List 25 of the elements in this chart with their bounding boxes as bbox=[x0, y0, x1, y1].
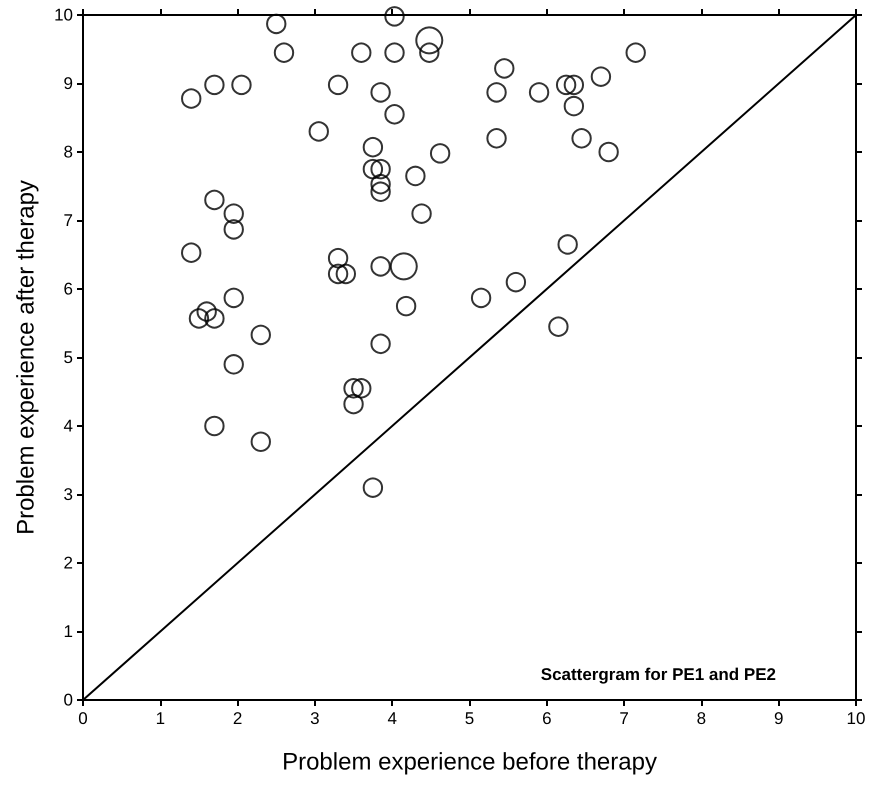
x-tick-label: 3 bbox=[310, 709, 320, 728]
y-tick-label: 3 bbox=[64, 485, 73, 504]
y-tick-label: 5 bbox=[64, 348, 73, 367]
y-tick-label: 9 bbox=[64, 74, 73, 93]
y-tick-label: 6 bbox=[64, 280, 73, 298]
annotation: Scattergram for PE1 and PE2 bbox=[540, 665, 776, 684]
x-tick-label: 8 bbox=[696, 709, 706, 728]
x-tick-label: 10 bbox=[846, 709, 866, 728]
y-tick-label: 4 bbox=[64, 416, 73, 436]
y-tick-label: 10 bbox=[54, 6, 73, 24]
y-tick-label: 7 bbox=[64, 211, 73, 230]
y-tick-label: 0 bbox=[64, 690, 73, 710]
y-tick-label: 1 bbox=[64, 622, 73, 641]
x-tick-label: 5 bbox=[464, 709, 474, 728]
x-tick-label: 1 bbox=[156, 709, 166, 728]
x-axis-title: Problem experience before therapy bbox=[282, 748, 657, 776]
x-tick-label: 2 bbox=[232, 709, 242, 728]
x-tick-label: 4 bbox=[387, 709, 397, 728]
y-axis-title: Problem experience after therapy bbox=[12, 180, 40, 535]
y-tick-label: 8 bbox=[64, 142, 73, 162]
x-tick-label: 0 bbox=[78, 709, 88, 728]
y-tick-label: 2 bbox=[64, 554, 73, 572]
x-tick-label: 7 bbox=[619, 709, 629, 728]
x-tick-label: 9 bbox=[774, 709, 784, 728]
x-tick-label: 6 bbox=[542, 709, 552, 728]
